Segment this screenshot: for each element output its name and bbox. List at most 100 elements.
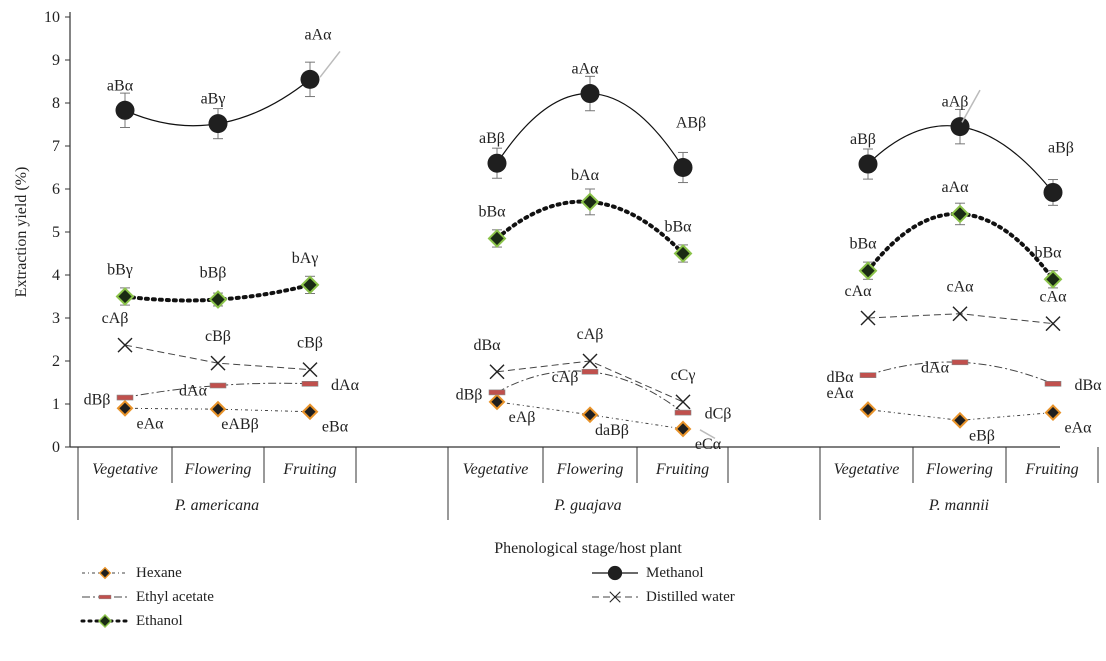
data-label: cAα (1039, 289, 1067, 306)
ethyl-series-line (124, 382, 311, 399)
data-label: dAα (179, 383, 208, 400)
label-callout (699, 429, 716, 440)
ethanol-marker (858, 261, 878, 281)
data-label: cCγ (671, 367, 696, 384)
ethanol-legend-swatch (80, 613, 130, 629)
data-label: aAα (941, 179, 969, 196)
hexane-marker (488, 393, 506, 411)
ethyl-acetate-marker (116, 394, 134, 401)
legend-item-ethanol: Ethanol (80, 611, 183, 631)
hexane-marker (581, 406, 599, 424)
methanol-marker (300, 69, 320, 89)
ethyl-acetate-marker (209, 382, 227, 389)
data-label: dBβ (456, 386, 483, 403)
data-labels: eAα eABβ eBα eAβ daBβ eCα eBβ eAα dBβ dAα dAα dBβ cA… (84, 26, 1103, 453)
y-tick-label: 0 (52, 439, 60, 456)
ethyl-acetate-marker (488, 389, 506, 396)
ethyl-series-line (867, 361, 1054, 385)
data-label: aBβ (1048, 139, 1074, 156)
data-label: dAα (331, 377, 360, 394)
group-label: P. mannii (928, 497, 989, 514)
ethanol-marker (208, 290, 228, 309)
distilled-water-marker (609, 591, 621, 603)
ethyl-acetate-marker (674, 409, 692, 416)
x-tick-label: Vegetative (834, 461, 900, 478)
data-label: bBβ (200, 265, 227, 282)
legend-label: Ethanol (136, 612, 183, 629)
data-label: cBβ (205, 328, 231, 345)
data-label: daBβ (595, 422, 629, 439)
distilled-water-marker (302, 362, 318, 378)
distilled-water-marker (489, 364, 505, 380)
data-label: dBα (473, 337, 501, 354)
data-label: dCβ (705, 406, 732, 423)
data-label: bBα (478, 203, 506, 220)
hexane-marker (1044, 404, 1062, 422)
y-tick-label: 3 (52, 310, 60, 327)
y-axis-label: Extraction yield (%) (13, 167, 30, 298)
legend-item-methanol: Methanol (590, 563, 704, 583)
y-tick-label: 4 (52, 267, 60, 284)
group-label: P. americana (174, 497, 259, 514)
data-label: cAβ (552, 369, 579, 386)
data-label: eAα (1064, 420, 1092, 437)
data-label: bBα (849, 236, 877, 253)
data-label: ABβ (676, 115, 706, 132)
y-tick-label: 6 (52, 181, 60, 198)
hexane-marker (951, 411, 969, 429)
distilled-water-marker (675, 394, 691, 410)
y-tick-label: 10 (44, 9, 60, 26)
data-label: eBα (322, 419, 349, 436)
y-tick-label: 9 (52, 52, 60, 69)
methanol-legend-swatch (592, 565, 638, 581)
y-tick-label: 8 (52, 95, 60, 112)
methanol-marker (950, 117, 970, 137)
ethyl-acetate-marker (1044, 380, 1062, 387)
legend-label: Methanol (646, 564, 704, 581)
methanol-marker (673, 158, 693, 177)
data-label: cAβ (577, 326, 604, 343)
distilled-water-marker (860, 310, 876, 326)
ethyl-acetate-marker (581, 368, 599, 375)
water-series-line (124, 344, 311, 371)
hexane-series-line (496, 401, 684, 430)
x-tick-label: Vegetative (463, 461, 529, 478)
ethanol-marker (1043, 269, 1063, 289)
methanol-marker (1043, 182, 1063, 202)
data-label: eAα (826, 385, 854, 402)
ethyl-legend-swatch (82, 594, 128, 600)
y-tick-label: 7 (52, 138, 60, 155)
hexane-legend-swatch (82, 566, 128, 580)
data-label: cAα (946, 279, 974, 296)
axes: 0 1 2 3 4 5 6 7 8 9 10 Vegetative Flowering Fruiting P… (44, 9, 1099, 520)
ethanol-marker (115, 287, 135, 306)
distilled-water-marker (1045, 316, 1061, 332)
data-label: cAβ (102, 310, 129, 327)
ethyl-acetate-marker (951, 359, 969, 366)
y-tick-label: 1 (52, 396, 60, 413)
legend-marker (609, 591, 621, 603)
data-label: eABβ (221, 416, 258, 433)
data-label: bAα (571, 167, 600, 184)
distilled-water-marker (117, 337, 133, 353)
data-label: bBγ (107, 262, 133, 279)
ethanol-series-line (495, 199, 685, 256)
water-legend-swatch (592, 591, 638, 603)
data-label: aAα (304, 26, 332, 43)
methanol-marker (858, 154, 878, 174)
distilled-water-marker (952, 306, 968, 322)
ethanol-marker (950, 204, 970, 224)
methanol-marker (607, 565, 623, 581)
data-label: aBβ (479, 130, 505, 147)
x-tick-label: Fruiting (282, 461, 336, 478)
methanol-marker (208, 114, 228, 134)
ethyl-acetate-marker (98, 594, 112, 600)
legend-item-ethyl: Ethyl acetate (80, 587, 214, 607)
label-callout (319, 50, 341, 78)
x-tick-label: Vegetative (92, 461, 158, 478)
data-label: dAα (921, 359, 950, 376)
label-callout (961, 89, 981, 123)
data-label: bBα (1034, 244, 1062, 261)
ethyl-acetate-marker (301, 380, 319, 387)
